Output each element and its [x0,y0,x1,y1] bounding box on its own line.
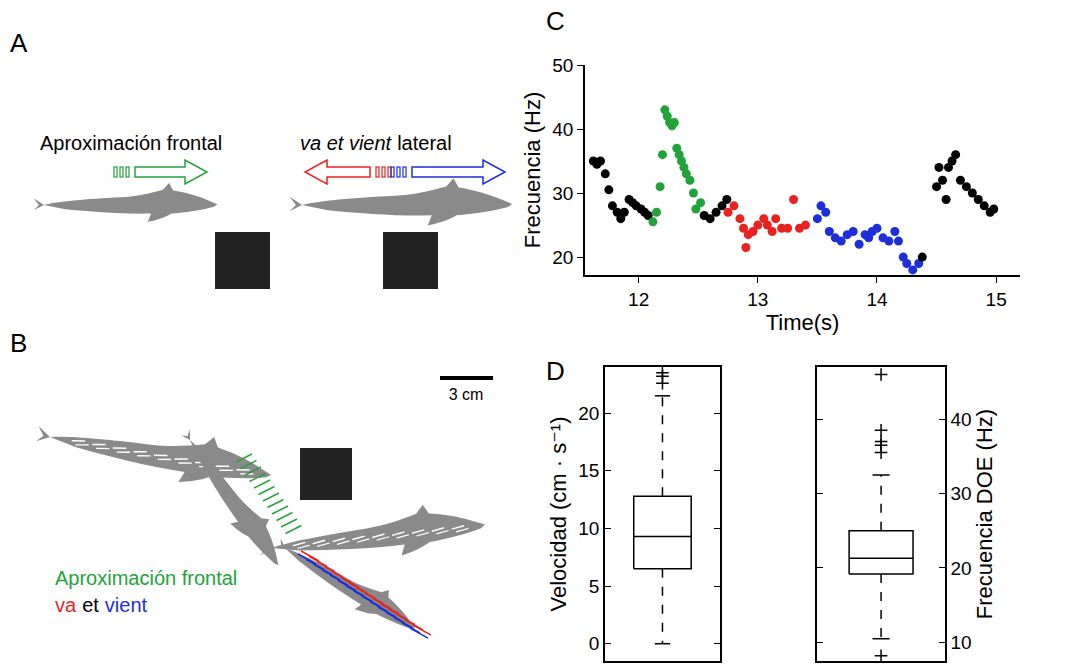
svg-text:20: 20 [951,558,972,579]
svg-text:Aproximación frontal: Aproximación frontal [55,567,237,589]
svg-text:12: 12 [628,289,649,310]
svg-text:10: 10 [951,632,972,653]
svg-text:B: B [10,328,27,358]
svg-text:Time(s): Time(s) [766,310,840,335]
svg-text:Frecuencia (Hz): Frecuencia (Hz) [520,92,545,248]
svg-text:va et vientlateral: va et vientlateral [300,132,452,154]
svg-text:30: 30 [552,183,573,204]
svg-text:13: 13 [747,289,768,310]
html-text:D: D [546,356,565,386]
svg-text:A: A [10,28,28,58]
svg-text:10: 10 [578,518,599,539]
html-text:C: C [546,6,565,36]
svg-text:40: 40 [552,119,573,140]
svg-text:20: 20 [552,247,573,268]
svg-text:30: 30 [951,483,972,504]
svg-text:Velocidad (cm · s⁻¹): Velocidad (cm · s⁻¹) [546,417,571,612]
svg-text:15: 15 [578,460,599,481]
svg-text:Aproximación frontal: Aproximación frontal [40,132,222,154]
svg-text:50: 50 [552,55,573,76]
svg-text:Frecuencia DOE (Hz): Frecuencia DOE (Hz) [972,409,997,619]
svg-text:3 cm: 3 cm [449,386,484,403]
svg-text:vaetvient: vaetvient [55,594,148,616]
svg-text:15: 15 [986,289,1007,310]
svg-text:40: 40 [951,409,972,430]
svg-text:5: 5 [589,576,600,597]
svg-text:0: 0 [589,633,600,654]
svg-text:20: 20 [578,403,599,424]
svg-text:14: 14 [866,289,888,310]
